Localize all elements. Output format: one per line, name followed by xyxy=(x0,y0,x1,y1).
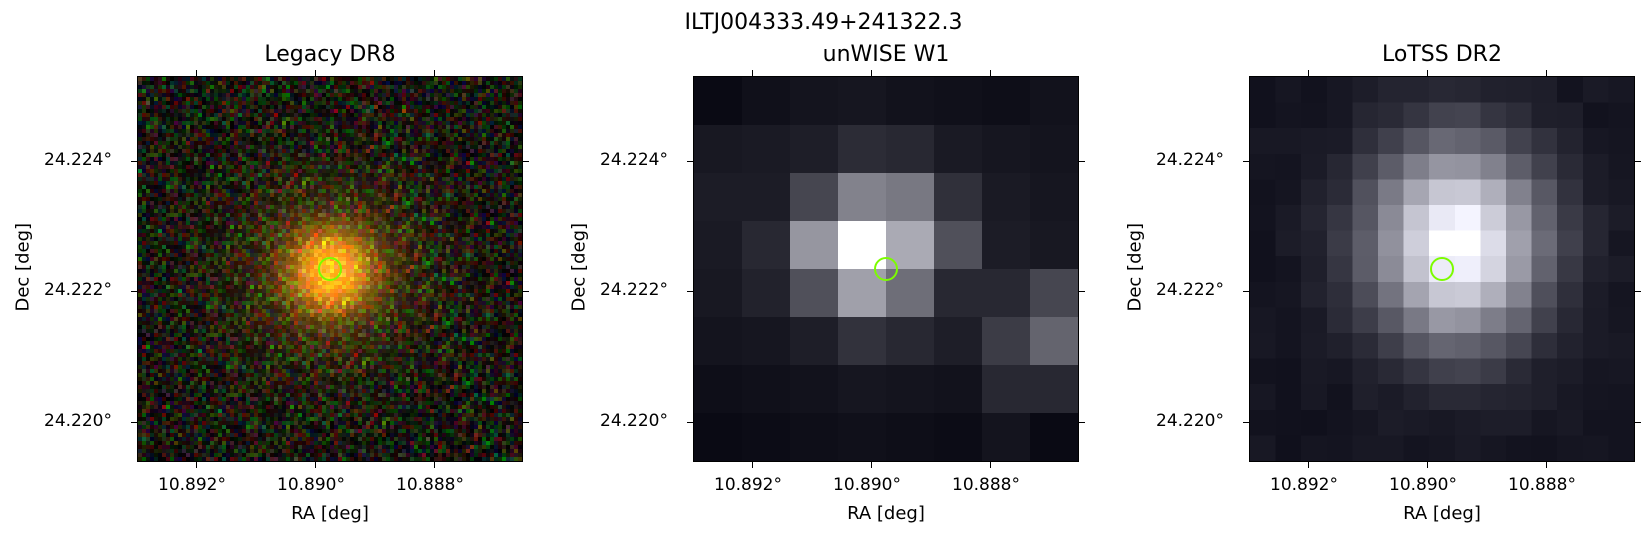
x-tick-label: 10.892° xyxy=(1270,475,1338,495)
x-tick-label: 10.890° xyxy=(277,475,345,495)
panel-title: unWISE W1 xyxy=(822,42,950,67)
y-tick-label: 24.222° xyxy=(44,280,112,300)
x-tick-label: 10.890° xyxy=(1389,475,1457,495)
source-marker xyxy=(318,257,342,281)
panel-title: LoTSS DR2 xyxy=(1382,42,1502,67)
y-tick-label: 24.220° xyxy=(44,411,112,431)
panel-unwise-w1: unWISE W1 10.892° 10.890° 10.888° 24.224… xyxy=(556,0,1116,539)
panel-title: Legacy DR8 xyxy=(264,42,396,67)
y-tick-label: 24.224° xyxy=(44,150,112,170)
x-tick-label: 10.888° xyxy=(952,475,1020,495)
source-marker xyxy=(1430,257,1454,281)
x-tick-label: 10.892° xyxy=(714,475,782,495)
y-tick-label: 24.224° xyxy=(600,150,668,170)
x-axis-label: RA [deg] xyxy=(847,503,925,524)
y-axis-label: Dec [deg] xyxy=(1124,222,1146,312)
y-axis-label: Dec [deg] xyxy=(568,222,590,312)
x-tick-label: 10.892° xyxy=(158,475,226,495)
y-tick-label: 24.222° xyxy=(600,280,668,300)
panel-legacy-dr8: Legacy DR8 10.892° 10.890° 10.888° 24.22… xyxy=(0,0,560,539)
figure-title: ILTJ004333.49+241322.3 xyxy=(684,10,963,35)
source-marker xyxy=(874,257,898,281)
panel-lotss-dr2: LoTSS DR2 10.892° 10.890° 10.888° 24.224… xyxy=(1112,0,1647,539)
y-axis-label: Dec [deg] xyxy=(12,222,34,312)
y-tick-label: 24.224° xyxy=(1156,150,1224,170)
x-axis-label: RA [deg] xyxy=(291,503,369,524)
y-tick-label: 24.220° xyxy=(600,411,668,431)
y-tick-label: 24.220° xyxy=(1156,411,1224,431)
x-tick-label: 10.890° xyxy=(833,475,901,495)
x-tick-label: 10.888° xyxy=(1508,475,1576,495)
y-tick-label: 24.222° xyxy=(1156,280,1224,300)
x-axis-label: RA [deg] xyxy=(1403,503,1481,524)
x-tick-label: 10.888° xyxy=(396,475,464,495)
